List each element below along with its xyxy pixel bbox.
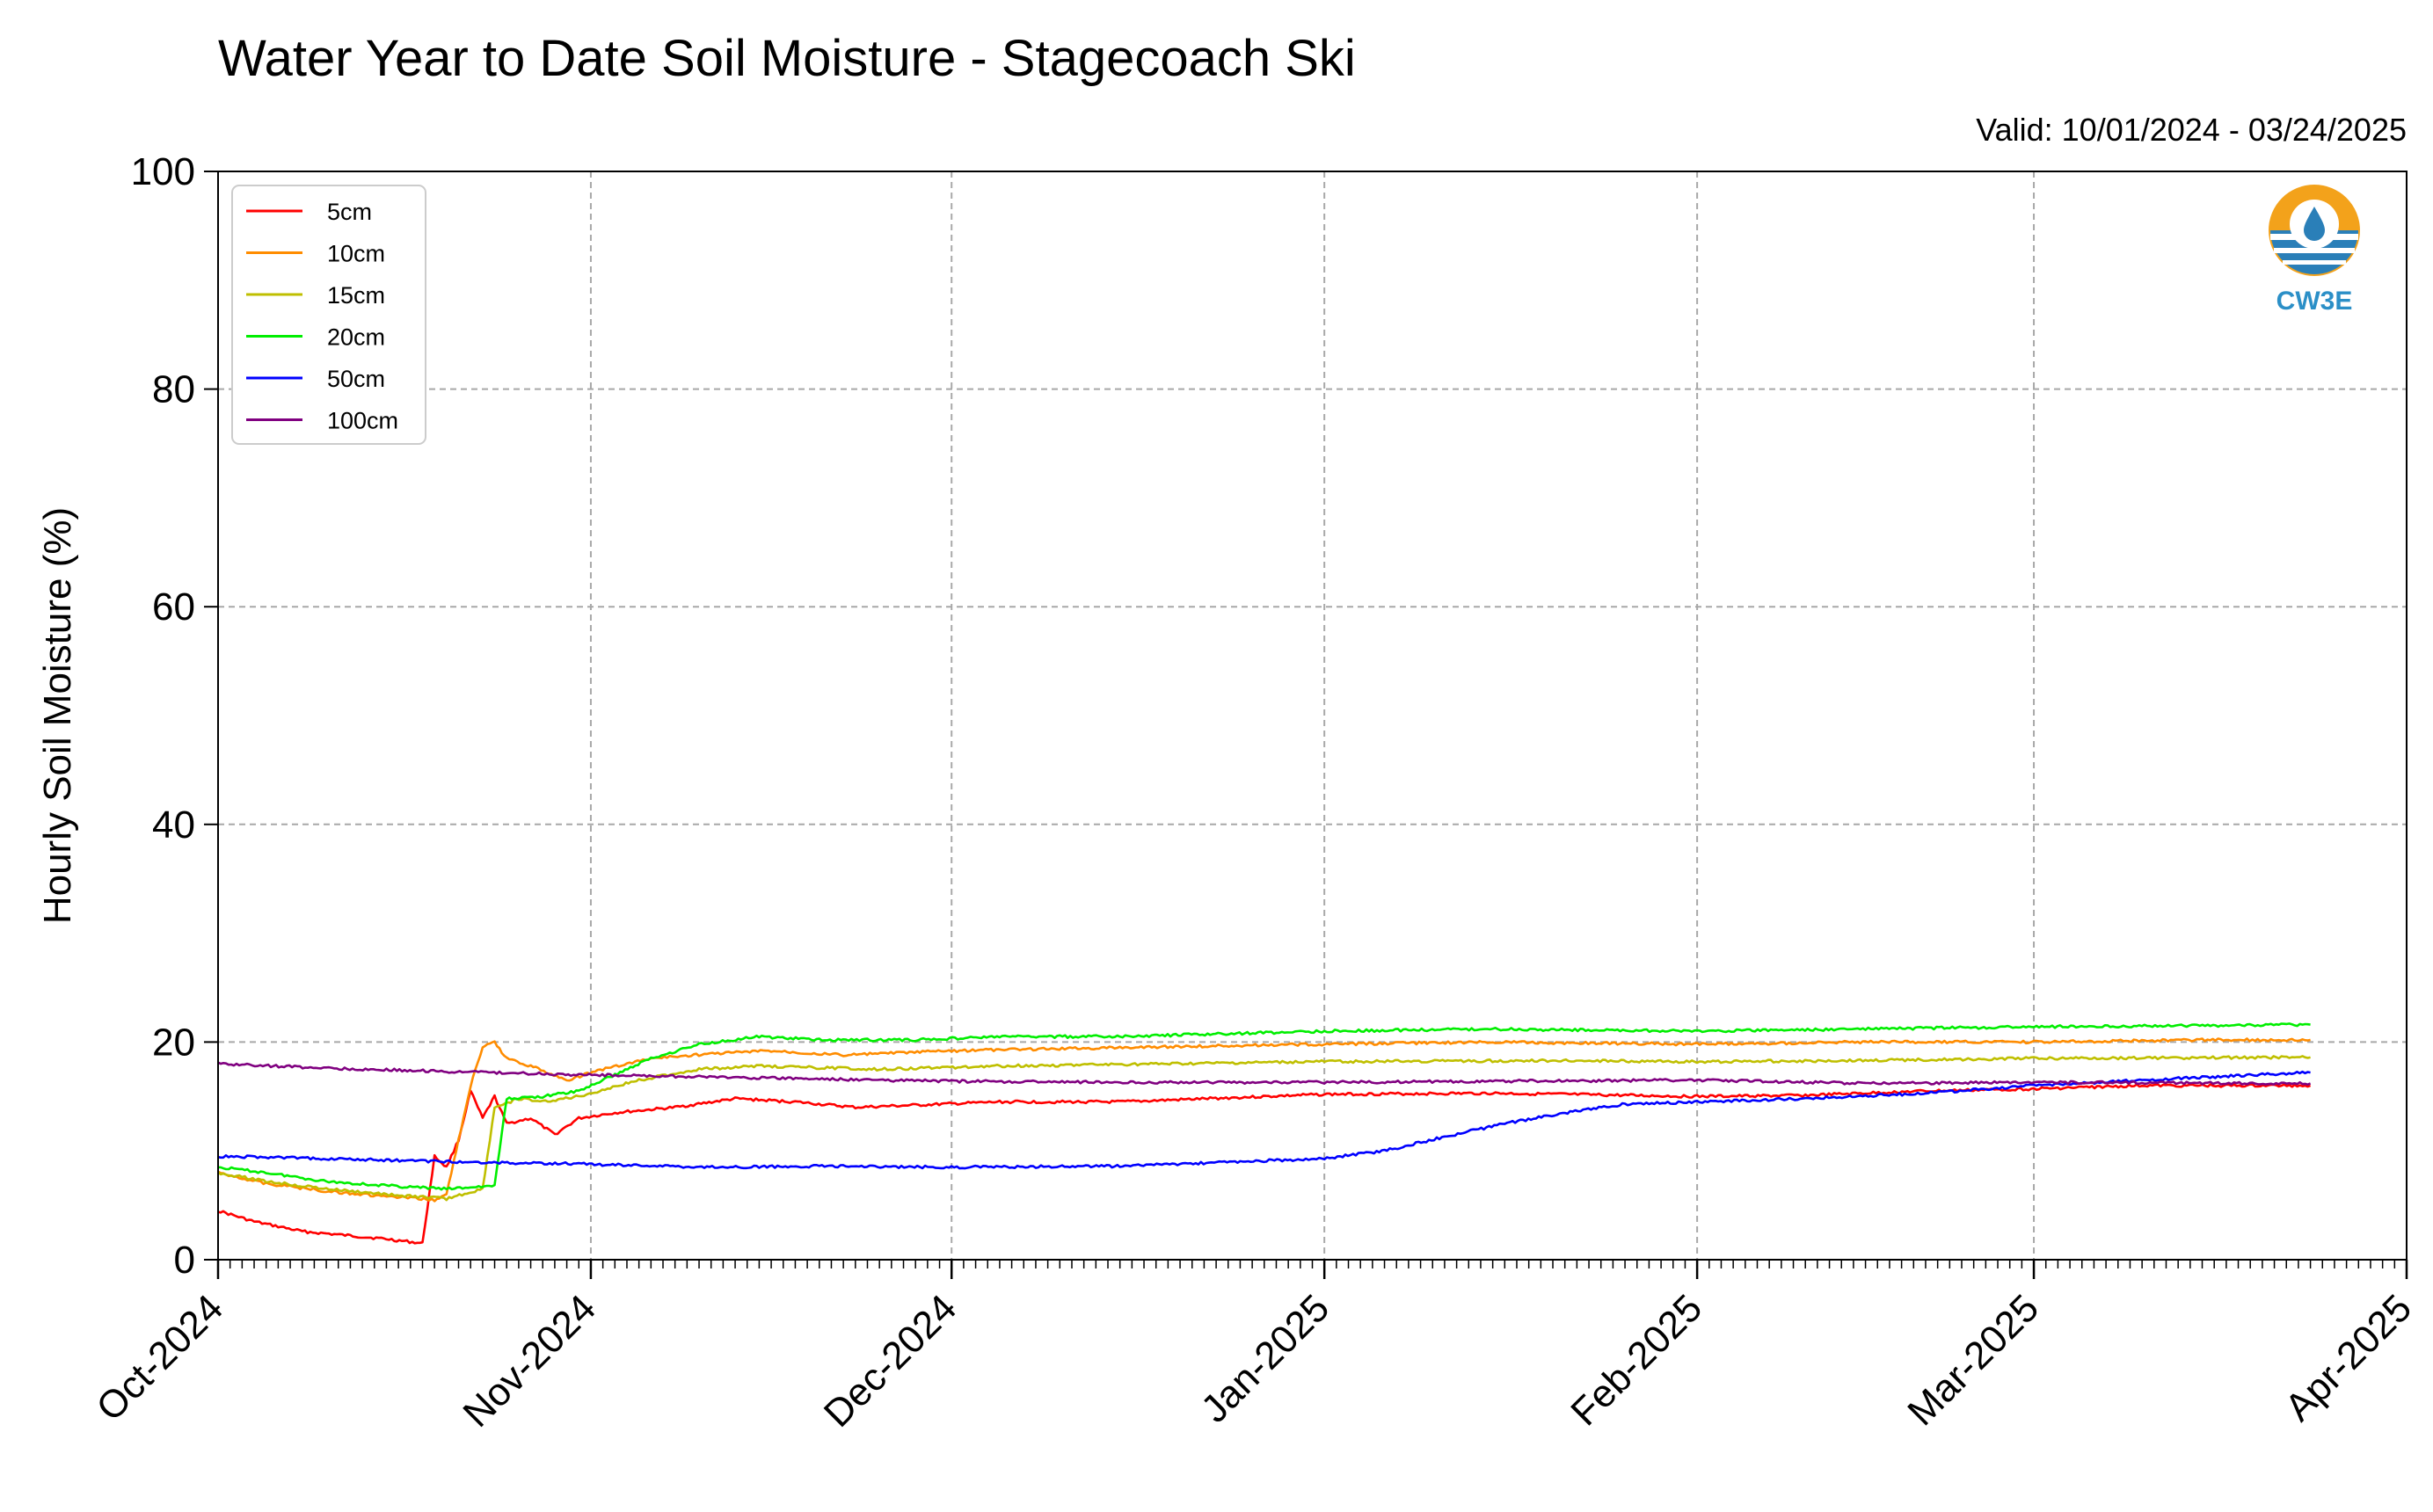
y-tick-label: 20 [152,1021,195,1064]
valid-date-range: Valid: 10/01/2024 - 03/24/2025 [1976,112,2407,148]
series-line-15cm [217,1055,2311,1202]
cw3e-logo: CW3E [2269,185,2360,316]
y-axis-label: Hourly Soil Moisture (%) [36,507,79,924]
y-axis: 0 20 40 60 80 100 [131,150,218,1282]
legend-label-20cm: 20cm [327,324,385,351]
series-line-20cm [218,1022,2311,1191]
water-drop-icon [2304,207,2325,241]
y-tick-label: 0 [174,1239,195,1282]
y-tick-label: 100 [131,150,195,193]
cw3e-logo-text: CW3E [2276,287,2353,316]
y-tick-label: 60 [152,585,195,629]
legend-label-50cm: 50cm [327,366,385,392]
legend-label-10cm: 10cm [327,241,385,267]
legend-label-100cm: 100cm [327,408,398,434]
series-lines [217,1022,2312,1245]
legend-label-15cm: 15cm [327,282,385,309]
series-line-10cm [217,1037,2311,1203]
grid-lines [218,171,2407,1260]
y-tick-label: 40 [152,803,195,847]
y-tick-label: 80 [152,368,195,411]
series-line-100cm [217,1061,2312,1086]
legend: 5cm 10cm 15cm 20cm 50cm 100cm [231,185,426,445]
chart-title: Water Year to Date Soil Moisture - Stage… [218,30,1356,87]
series-line-50cm [217,1070,2311,1170]
legend-label-5cm: 5cm [327,199,372,225]
